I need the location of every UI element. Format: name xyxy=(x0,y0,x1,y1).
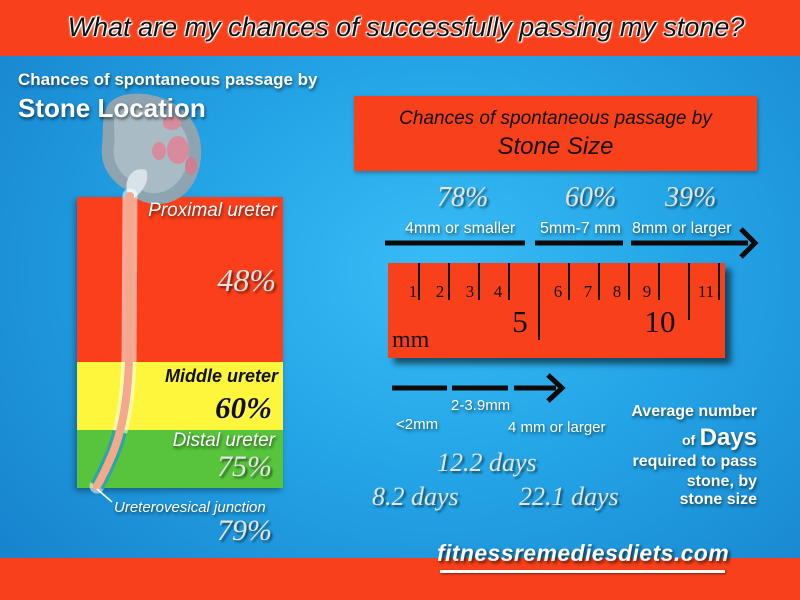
size-heading-line2: Stone Size xyxy=(497,133,614,160)
size-chance-small: 78% xyxy=(437,182,489,213)
middle-ureter-chance: 60% xyxy=(215,390,272,425)
distal-ureter-label: Distal ureter xyxy=(172,430,275,451)
size-range-small-label: 4mm or smaller xyxy=(405,220,516,237)
distal-ureter-chance: 75% xyxy=(217,450,272,483)
size-heading-box: Chances of spontaneous passage by Stone … xyxy=(354,96,757,171)
arrowhead-icon xyxy=(546,373,566,403)
days-value-large: 22.1 days xyxy=(519,482,619,511)
ruler-mark-10: 10 xyxy=(644,304,676,339)
ruler-tick xyxy=(418,263,420,300)
size-chance-large: 39% xyxy=(665,182,717,213)
days-value-medium: 12.2 days xyxy=(437,448,537,477)
days-caption-line5: stone size xyxy=(679,491,757,508)
size-heading-line1: Chances of spontaneous passage by xyxy=(399,108,712,129)
ureterovesical-junction-chance: 79% xyxy=(217,514,272,547)
ruler-tick xyxy=(658,263,660,300)
ruler-unit: mm xyxy=(392,327,430,353)
ruler-mark-6: 6 xyxy=(553,282,563,301)
location-heading-line1: Chances of spontaneous passage by xyxy=(18,70,318,89)
ruler-tick xyxy=(628,263,630,300)
days-range-small-label: <2mm xyxy=(396,416,439,433)
ruler-mark-1: 1 xyxy=(408,282,418,301)
days-value-small: 8.2 days xyxy=(372,482,459,511)
days-caption-of: of xyxy=(681,432,696,448)
ruler-mark-3: 3 xyxy=(465,282,475,301)
days-caption-line3: required to pass xyxy=(632,453,757,470)
ruler-tick-5 xyxy=(538,263,540,340)
days-caption-emphasis: Days xyxy=(699,424,757,451)
days-caption-line4: stone, by xyxy=(686,473,757,490)
ruler-mark-8: 8 xyxy=(612,282,622,301)
ureterovesical-pointer-line xyxy=(96,488,113,503)
mm-ruler: 1 2 3 4 5 6 7 8 9 10 11 mm xyxy=(388,263,725,358)
bottom-banner xyxy=(0,558,800,600)
kidney-lobe xyxy=(167,136,189,164)
ruler-tick xyxy=(448,263,450,300)
ruler-tick xyxy=(568,263,570,300)
ruler-mark-9: 9 xyxy=(642,282,652,301)
ruler-mark-5: 5 xyxy=(512,304,528,339)
proximal-ureter-chance: 48% xyxy=(217,262,276,298)
days-caption-line2: of Days xyxy=(682,424,757,455)
kidney-lobe xyxy=(152,142,166,160)
ruler-tick xyxy=(598,263,600,300)
location-heading-line2: Stone Location xyxy=(18,93,206,123)
ruler-mark-2: 2 xyxy=(435,282,445,301)
renal-pelvis xyxy=(126,169,148,199)
kidney-lobe xyxy=(185,157,197,175)
ruler-tick xyxy=(718,263,720,300)
ureterovesical-junction-label: Ureterovesical junction xyxy=(114,499,266,516)
ruler-mark-4: 4 xyxy=(493,282,503,301)
page-title: What are my chances of successfully pass… xyxy=(67,12,745,42)
top-banner xyxy=(0,0,800,56)
proximal-ureter-label: Proximal ureter xyxy=(148,200,277,221)
ruler-tick xyxy=(478,263,480,300)
ruler-mark-11: 11 xyxy=(697,282,715,301)
size-range-medium-label: 5mm-7 mm xyxy=(540,220,621,237)
days-range-large-label: 4 mm or larger xyxy=(508,419,606,436)
website-text: fitnessremediesdiets.com xyxy=(437,540,730,566)
size-range-large-label: 8mm or larger xyxy=(632,220,732,237)
size-chance-medium: 60% xyxy=(565,182,617,213)
middle-ureter-label: Middle ureter xyxy=(164,366,278,386)
ruler-tick xyxy=(508,263,510,300)
days-range-medium-label: 2-3.9mm xyxy=(451,397,511,414)
ruler-mark-7: 7 xyxy=(583,282,593,301)
website-underline xyxy=(440,570,725,573)
arrowhead-icon xyxy=(739,227,759,259)
ruler-tick-10 xyxy=(688,263,690,320)
days-caption-line1: Average number xyxy=(631,403,757,420)
